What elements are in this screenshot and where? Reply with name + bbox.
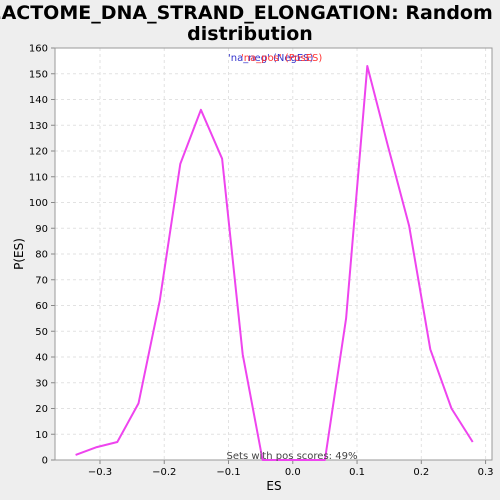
y-tick-label: 110 — [29, 172, 48, 183]
pos-scores-annotation: Sets with pos scores: 49% — [227, 451, 358, 462]
x-tick-label: 0.3 — [478, 467, 494, 478]
x-tick-label: 0.0 — [285, 467, 301, 478]
y-tick-label: 70 — [35, 275, 48, 286]
y-tick-label: 140 — [29, 95, 48, 106]
y-tick-label: 20 — [35, 404, 48, 415]
y-tick-label: 60 — [35, 301, 48, 312]
y-axis-label: P(ES) — [12, 238, 26, 270]
y-tick-label: 100 — [29, 198, 48, 209]
x-tick-label: −0.3 — [88, 467, 112, 478]
y-tick-label: 120 — [29, 147, 48, 158]
y-tick-label: 50 — [35, 327, 48, 338]
y-tick-label: 130 — [29, 121, 48, 132]
y-tick-label: 30 — [35, 378, 48, 389]
y-tick-label: 10 — [35, 430, 48, 441]
legend-entry-pos: 'na_pos' (PosES) — [241, 53, 322, 64]
y-tick-label: 0 — [42, 456, 48, 467]
x-axis-label: ES — [266, 479, 281, 493]
es-distribution-line — [75, 65, 474, 461]
series-layer — [75, 65, 474, 461]
y-tick-label: 40 — [35, 353, 48, 364]
y-tick-label: 90 — [35, 224, 48, 235]
legend: 'na_neg' (NegES) 'na_pos' (PosES) — [228, 53, 322, 64]
y-tick-label: 150 — [29, 69, 48, 80]
x-tick-label: 0.2 — [413, 467, 429, 478]
chart-title-line-1: REACTOME_DNA_STRAND_ELONGATION: Random E… — [0, 2, 500, 24]
y-tick-label: 80 — [35, 250, 48, 261]
chart-title-line-2: distribution — [187, 23, 313, 45]
x-tick-label: −0.2 — [152, 467, 176, 478]
axes: 0 10 20 30 40 50 60 70 80 90 100 110 120 130 140 150 160… — [29, 44, 494, 479]
x-tick-label: −0.1 — [216, 467, 240, 478]
x-tick-label: 0.1 — [349, 467, 365, 478]
legend-entry-neg: 'na_neg' (NegES) — [228, 53, 314, 64]
y-tick-label: 160 — [29, 44, 48, 55]
